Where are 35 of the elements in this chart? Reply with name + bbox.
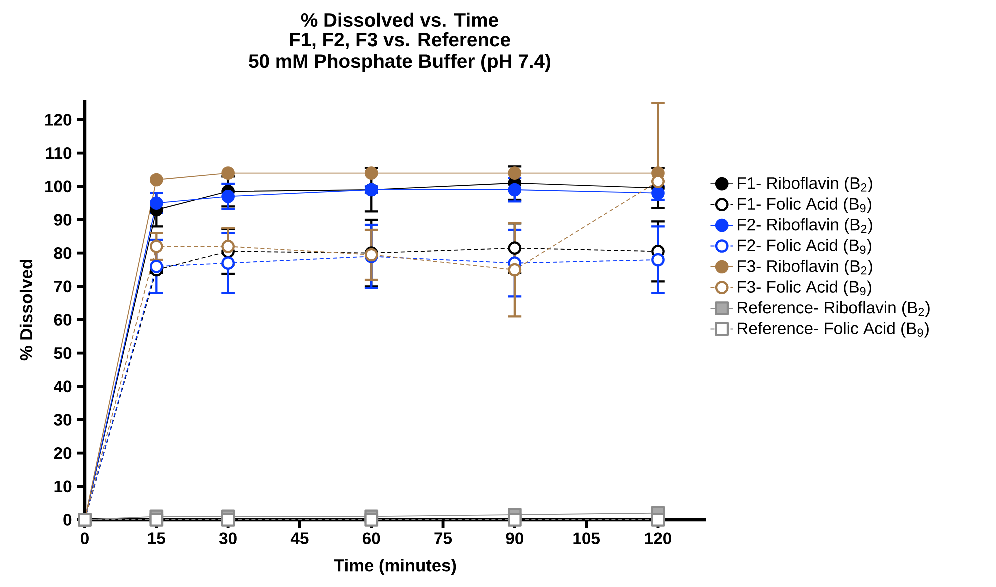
y-tick-label: 100 [46,180,72,193]
y-tick-label: 40 [54,380,72,393]
y-tick-label: 70 [54,280,72,293]
x-axis-title: Time (minutes) [334,559,456,576]
y-tick-label: 0 [64,514,72,526]
y-tick-label: 120 [46,114,72,126]
legend-label: Reference- Riboflavin (B$_{2}$) [738,301,930,317]
y-tick-label: 80 [54,247,72,260]
y-tick-label: 60 [54,314,72,326]
y-axis-title: % Dissolved [20,260,33,361]
x-tick-label: 60 [362,532,380,545]
y-tick-label: 90 [54,214,72,226]
y-tick-label: 10 [54,480,72,493]
legend-label: F1- Riboflavin (B$_{2}$) [738,176,872,193]
x-tick-label: 120 [645,532,672,545]
x-tick-label: 15 [148,532,166,544]
y-tick-label: 20 [54,447,72,460]
x-tick-label: 0 [81,532,89,545]
x-tick-label: 30 [219,532,237,545]
y-tick-label: 50 [54,347,72,360]
y-tick-label: 30 [54,414,72,426]
chart-subtitle: F1, F2, F3 vs. Reference [290,32,510,50]
text: 50 mM Phosphate Buffer (pH 7.4) [249,54,550,72]
chart-title: % Dissolved vs. Time [301,12,498,28]
x-tick-label: 75 [434,532,452,544]
legend-label: F3- Folic Acid (B$_{9}$) [738,280,872,296]
x-tick-label: 105 [574,532,600,545]
legend-label: F1- Folic Acid (B$_{9}$) [738,198,872,214]
legend-label: F2- Folic Acid (B$_{9}$) [738,239,872,255]
x-tick-label: 90 [506,532,524,545]
legend-label: Reference- Folic Acid (B$_{9}$) [738,322,929,338]
legend-label: F3- Riboflavin (B$_{2}$) [738,260,872,276]
x-tick-label: 45 [290,532,309,544]
legend-label: F2- Riboflavin (B$_{2}$) [738,218,872,234]
y-tick-label: 110 [46,147,72,160]
